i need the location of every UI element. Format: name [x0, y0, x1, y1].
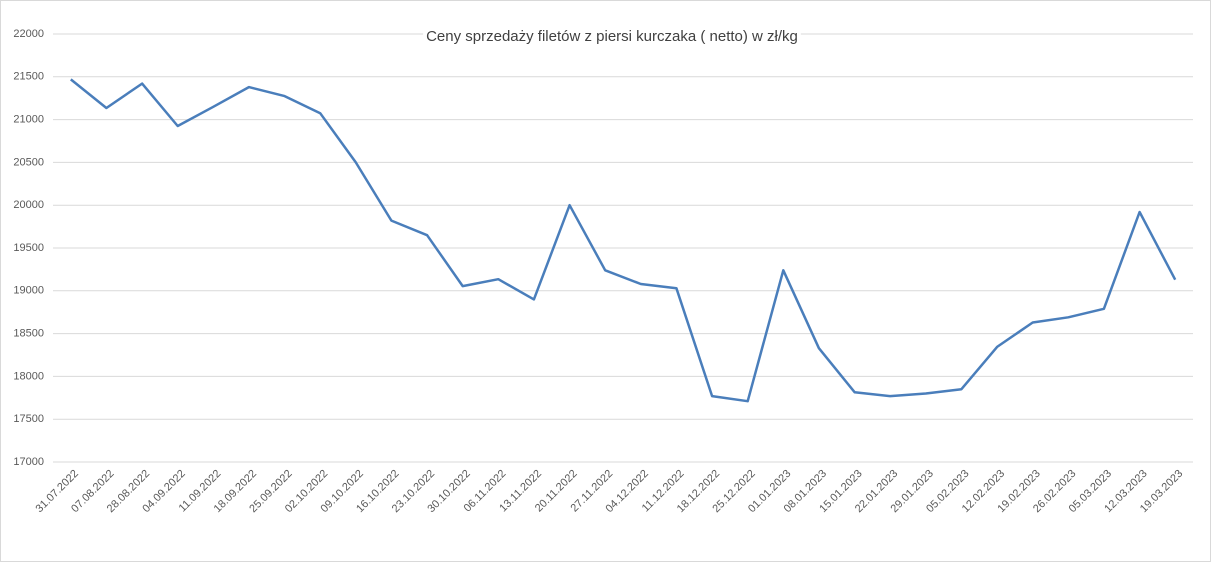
- y-tick-label: 20500: [13, 156, 44, 168]
- y-tick-label: 18000: [13, 370, 44, 382]
- y-tick-label: 19500: [13, 242, 44, 254]
- y-tick-label: 21500: [13, 71, 44, 83]
- y-tick-label: 20000: [13, 199, 44, 211]
- y-tick-label: 22000: [13, 28, 44, 40]
- y-tick-label: 17500: [13, 413, 44, 425]
- y-tick-label: 19000: [13, 285, 44, 297]
- y-tick-label: 17000: [13, 456, 44, 468]
- chart-title: Ceny sprzedaży filetów z piersi kurczaka…: [426, 28, 798, 45]
- data-line: [70, 78, 1177, 403]
- marks: [70, 78, 1177, 403]
- y-tick-label: 21000: [13, 114, 44, 126]
- y-tick-label: 18500: [13, 328, 44, 340]
